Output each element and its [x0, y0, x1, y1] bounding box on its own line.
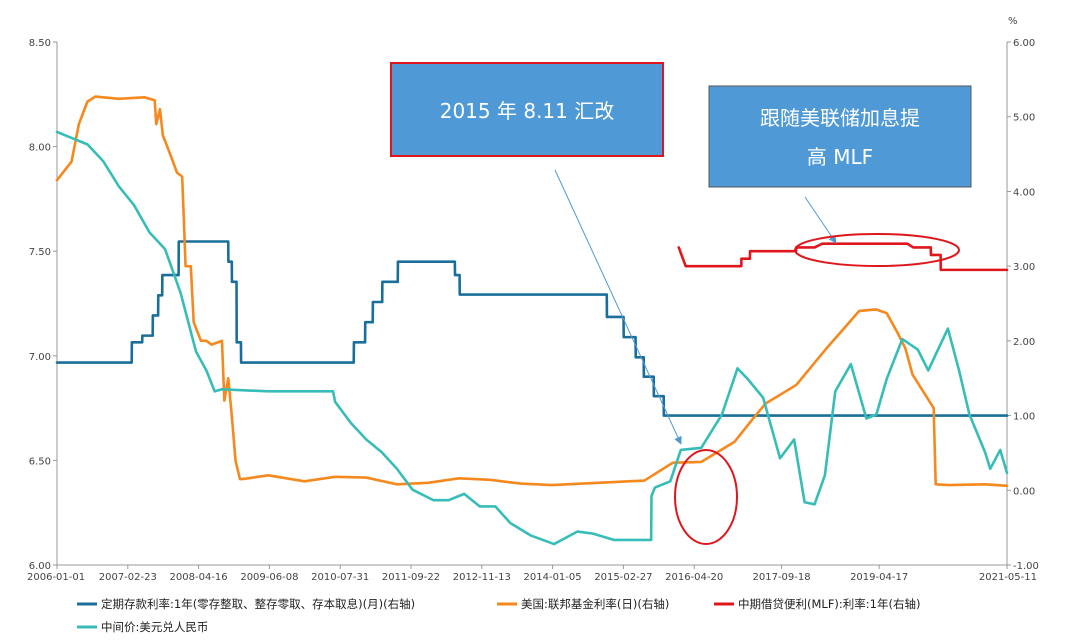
x-tick-label: 2007-02-23: [99, 572, 157, 583]
x-tick-label: 2014-01-05: [524, 572, 582, 583]
x-tick-label: 2006-01-01: [27, 572, 85, 583]
right-tick-label: 4.00: [1013, 187, 1035, 198]
x-tick-label: 2019-04-17: [850, 572, 908, 583]
x-tick-label: 2010-07-31: [311, 572, 369, 583]
right-tick-label: 0.00: [1013, 486, 1035, 497]
callout-arrow-mlf: [804, 196, 837, 244]
left-tick-label: 7.50: [29, 247, 51, 258]
series-usd-cny: [55, 130, 1009, 546]
series-fed-funds-rate: [55, 95, 1009, 488]
callout-box-811: [390, 62, 664, 157]
legend-label-cny: 中间价:美元兑人民币: [101, 620, 208, 634]
left-tick-label: 8.00: [29, 143, 51, 154]
x-tick-label: 2017-09-18: [753, 572, 811, 583]
right-tick-label: 5.00: [1013, 113, 1035, 124]
x-tick-label: 2011-09-22: [382, 572, 440, 583]
left-tick-label: 6.50: [29, 456, 51, 467]
legend: 定期存款利率:1年(零存整取、整存零取、存本取息)(月)(右轴) 美国:联邦基金…: [77, 597, 920, 634]
x-tick-label: 2015-02-27: [594, 572, 652, 583]
callout-text-811: 2015 年 8.11 汇改: [440, 99, 615, 123]
right-tick-label: -1.00: [1013, 561, 1039, 572]
x-tick-label: 2009-06-08: [240, 572, 298, 583]
callout-text-mlf-line2: 高 MLF: [807, 145, 873, 169]
series-deposit-rate: [55, 240, 1009, 417]
left-tick-label: 6.00: [29, 561, 51, 572]
left-axis-ticks: 6.00 6.50 7.00 7.50 8.00 8.50: [29, 38, 57, 572]
callout-text-mlf-line1: 跟随美联储加息提: [760, 106, 920, 130]
legend-label-mlf: 中期借贷便利(MLF):利率:1年(右轴): [738, 597, 920, 611]
annotation-mlf-hike: 跟随美联储加息提 高 MLF: [708, 85, 972, 267]
right-axis-unit: %: [1008, 16, 1018, 27]
callout-arrow-811: [554, 169, 682, 445]
right-tick-label: 6.00: [1013, 38, 1035, 49]
left-tick-label: 8.50: [29, 38, 51, 49]
right-tick-label: 2.00: [1013, 337, 1035, 348]
x-tick-label: 2012-11-13: [453, 572, 511, 583]
left-tick-label: 7.00: [29, 352, 51, 363]
series-layer: [55, 95, 1009, 546]
highlight-ellipse-mlf: [794, 233, 960, 267]
x-tick-label: 2008-04-16: [170, 572, 228, 583]
legend-label-deposit: 定期存款利率:1年(零存整取、整存零取、存本取息)(月)(右轴): [101, 597, 415, 611]
right-axis-ticks: -1.00 0.00 1.00 2.00 3.00 4.00 5.00 6.00: [1007, 38, 1039, 572]
x-tick-label: 2016-04-20: [665, 572, 723, 583]
legend-label-fed: 美国:联邦基金利率(日)(右轴): [521, 597, 669, 611]
right-tick-label: 1.00: [1013, 412, 1035, 423]
x-axis-ticks: 2006-01-01 2007-02-23 2008-04-16 2009-06-08…: [27, 565, 1037, 583]
annotation-811-reform: 2015 年 8.11 汇改: [390, 62, 738, 545]
x-tick-label: 2021-05-11: [979, 572, 1037, 583]
callout-box-mlf: [708, 85, 972, 188]
series-mlf-rate: [677, 242, 1009, 272]
right-tick-label: 3.00: [1013, 262, 1035, 273]
highlight-circle-811: [674, 449, 738, 545]
